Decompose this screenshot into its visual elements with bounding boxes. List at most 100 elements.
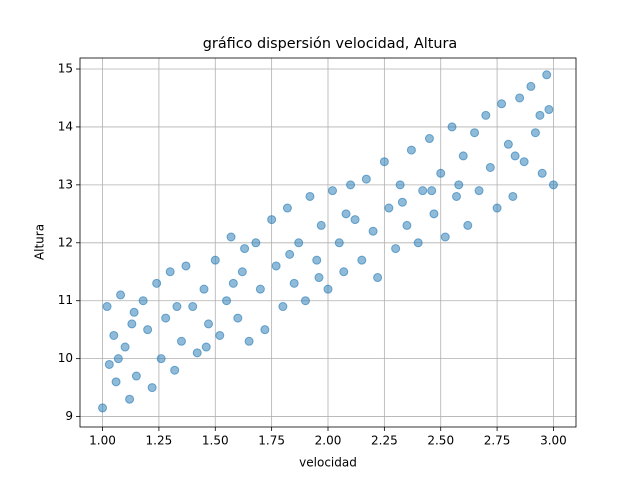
- point: [127, 319, 137, 329]
- x-tick-label: 1.75: [258, 434, 285, 448]
- y-axis-label: Altura: [33, 224, 47, 260]
- point: [215, 330, 225, 340]
- point: [204, 319, 214, 329]
- x-tick-label: 2.00: [315, 434, 342, 448]
- point: [458, 151, 468, 161]
- point: [260, 325, 270, 335]
- point: [379, 157, 389, 167]
- point: [397, 197, 407, 207]
- x-tick-label: 2.75: [484, 434, 511, 448]
- point: [285, 249, 295, 259]
- y-tick-label: 11: [58, 293, 73, 307]
- point: [463, 220, 473, 230]
- point: [519, 157, 529, 167]
- plot-frame: [79, 57, 577, 428]
- point: [278, 302, 288, 312]
- point: [129, 307, 139, 317]
- point: [350, 215, 360, 225]
- point: [391, 244, 401, 254]
- point: [289, 278, 299, 288]
- point: [226, 232, 236, 242]
- point: [418, 186, 428, 196]
- point: [181, 261, 191, 271]
- y-tick-label: 14: [58, 119, 73, 133]
- point: [544, 105, 554, 115]
- point: [244, 336, 254, 346]
- point: [368, 226, 378, 236]
- point: [192, 348, 202, 358]
- point: [176, 336, 186, 346]
- point: [210, 255, 220, 265]
- y-tick-label: 12: [58, 235, 73, 249]
- point: [346, 180, 356, 190]
- point: [201, 342, 211, 352]
- point: [328, 186, 338, 196]
- x-tick-label: 1.50: [202, 434, 229, 448]
- point: [294, 238, 304, 248]
- point: [165, 267, 175, 277]
- point: [109, 330, 119, 340]
- point: [402, 220, 412, 230]
- point: [406, 145, 416, 155]
- y-tick-label: 10: [58, 351, 73, 365]
- point: [341, 209, 351, 219]
- point: [102, 302, 112, 312]
- point: [535, 110, 545, 120]
- point: [271, 261, 281, 271]
- point: [508, 191, 518, 201]
- point: [339, 267, 349, 277]
- x-tick-label: 2.50: [427, 434, 454, 448]
- point: [503, 139, 513, 149]
- point: [300, 296, 310, 306]
- point: [125, 394, 135, 404]
- point: [395, 180, 405, 190]
- point: [111, 377, 121, 387]
- point: [305, 191, 315, 201]
- point: [240, 244, 250, 254]
- point: [424, 134, 434, 144]
- y-tick-label: 9: [65, 409, 73, 423]
- point: [170, 365, 180, 375]
- point: [222, 296, 232, 306]
- x-tick-label: 2.25: [371, 434, 398, 448]
- point: [440, 232, 450, 242]
- point: [104, 359, 114, 369]
- point: [530, 128, 540, 138]
- point: [537, 168, 547, 178]
- point: [492, 203, 502, 213]
- point: [228, 278, 238, 288]
- point: [510, 151, 520, 161]
- point: [436, 168, 446, 178]
- point: [120, 342, 130, 352]
- point: [131, 371, 141, 381]
- point: [138, 296, 148, 306]
- point: [334, 238, 344, 248]
- point: [485, 162, 495, 172]
- y-tick-label: 15: [58, 62, 73, 76]
- point: [373, 273, 383, 283]
- point: [452, 191, 462, 201]
- point: [454, 180, 464, 190]
- point: [497, 99, 507, 109]
- point: [172, 302, 182, 312]
- point: [282, 203, 292, 213]
- point: [447, 122, 457, 132]
- point: [233, 313, 243, 323]
- point: [542, 70, 552, 80]
- point: [152, 278, 162, 288]
- point: [188, 302, 198, 312]
- point: [474, 186, 484, 196]
- point: [314, 273, 324, 283]
- point: [481, 110, 491, 120]
- point: [113, 354, 123, 364]
- point: [312, 255, 322, 265]
- point: [361, 174, 371, 184]
- point: [116, 290, 126, 300]
- point: [323, 284, 333, 294]
- point: [526, 81, 536, 91]
- point: [429, 209, 439, 219]
- point: [357, 255, 367, 265]
- point: [251, 238, 261, 248]
